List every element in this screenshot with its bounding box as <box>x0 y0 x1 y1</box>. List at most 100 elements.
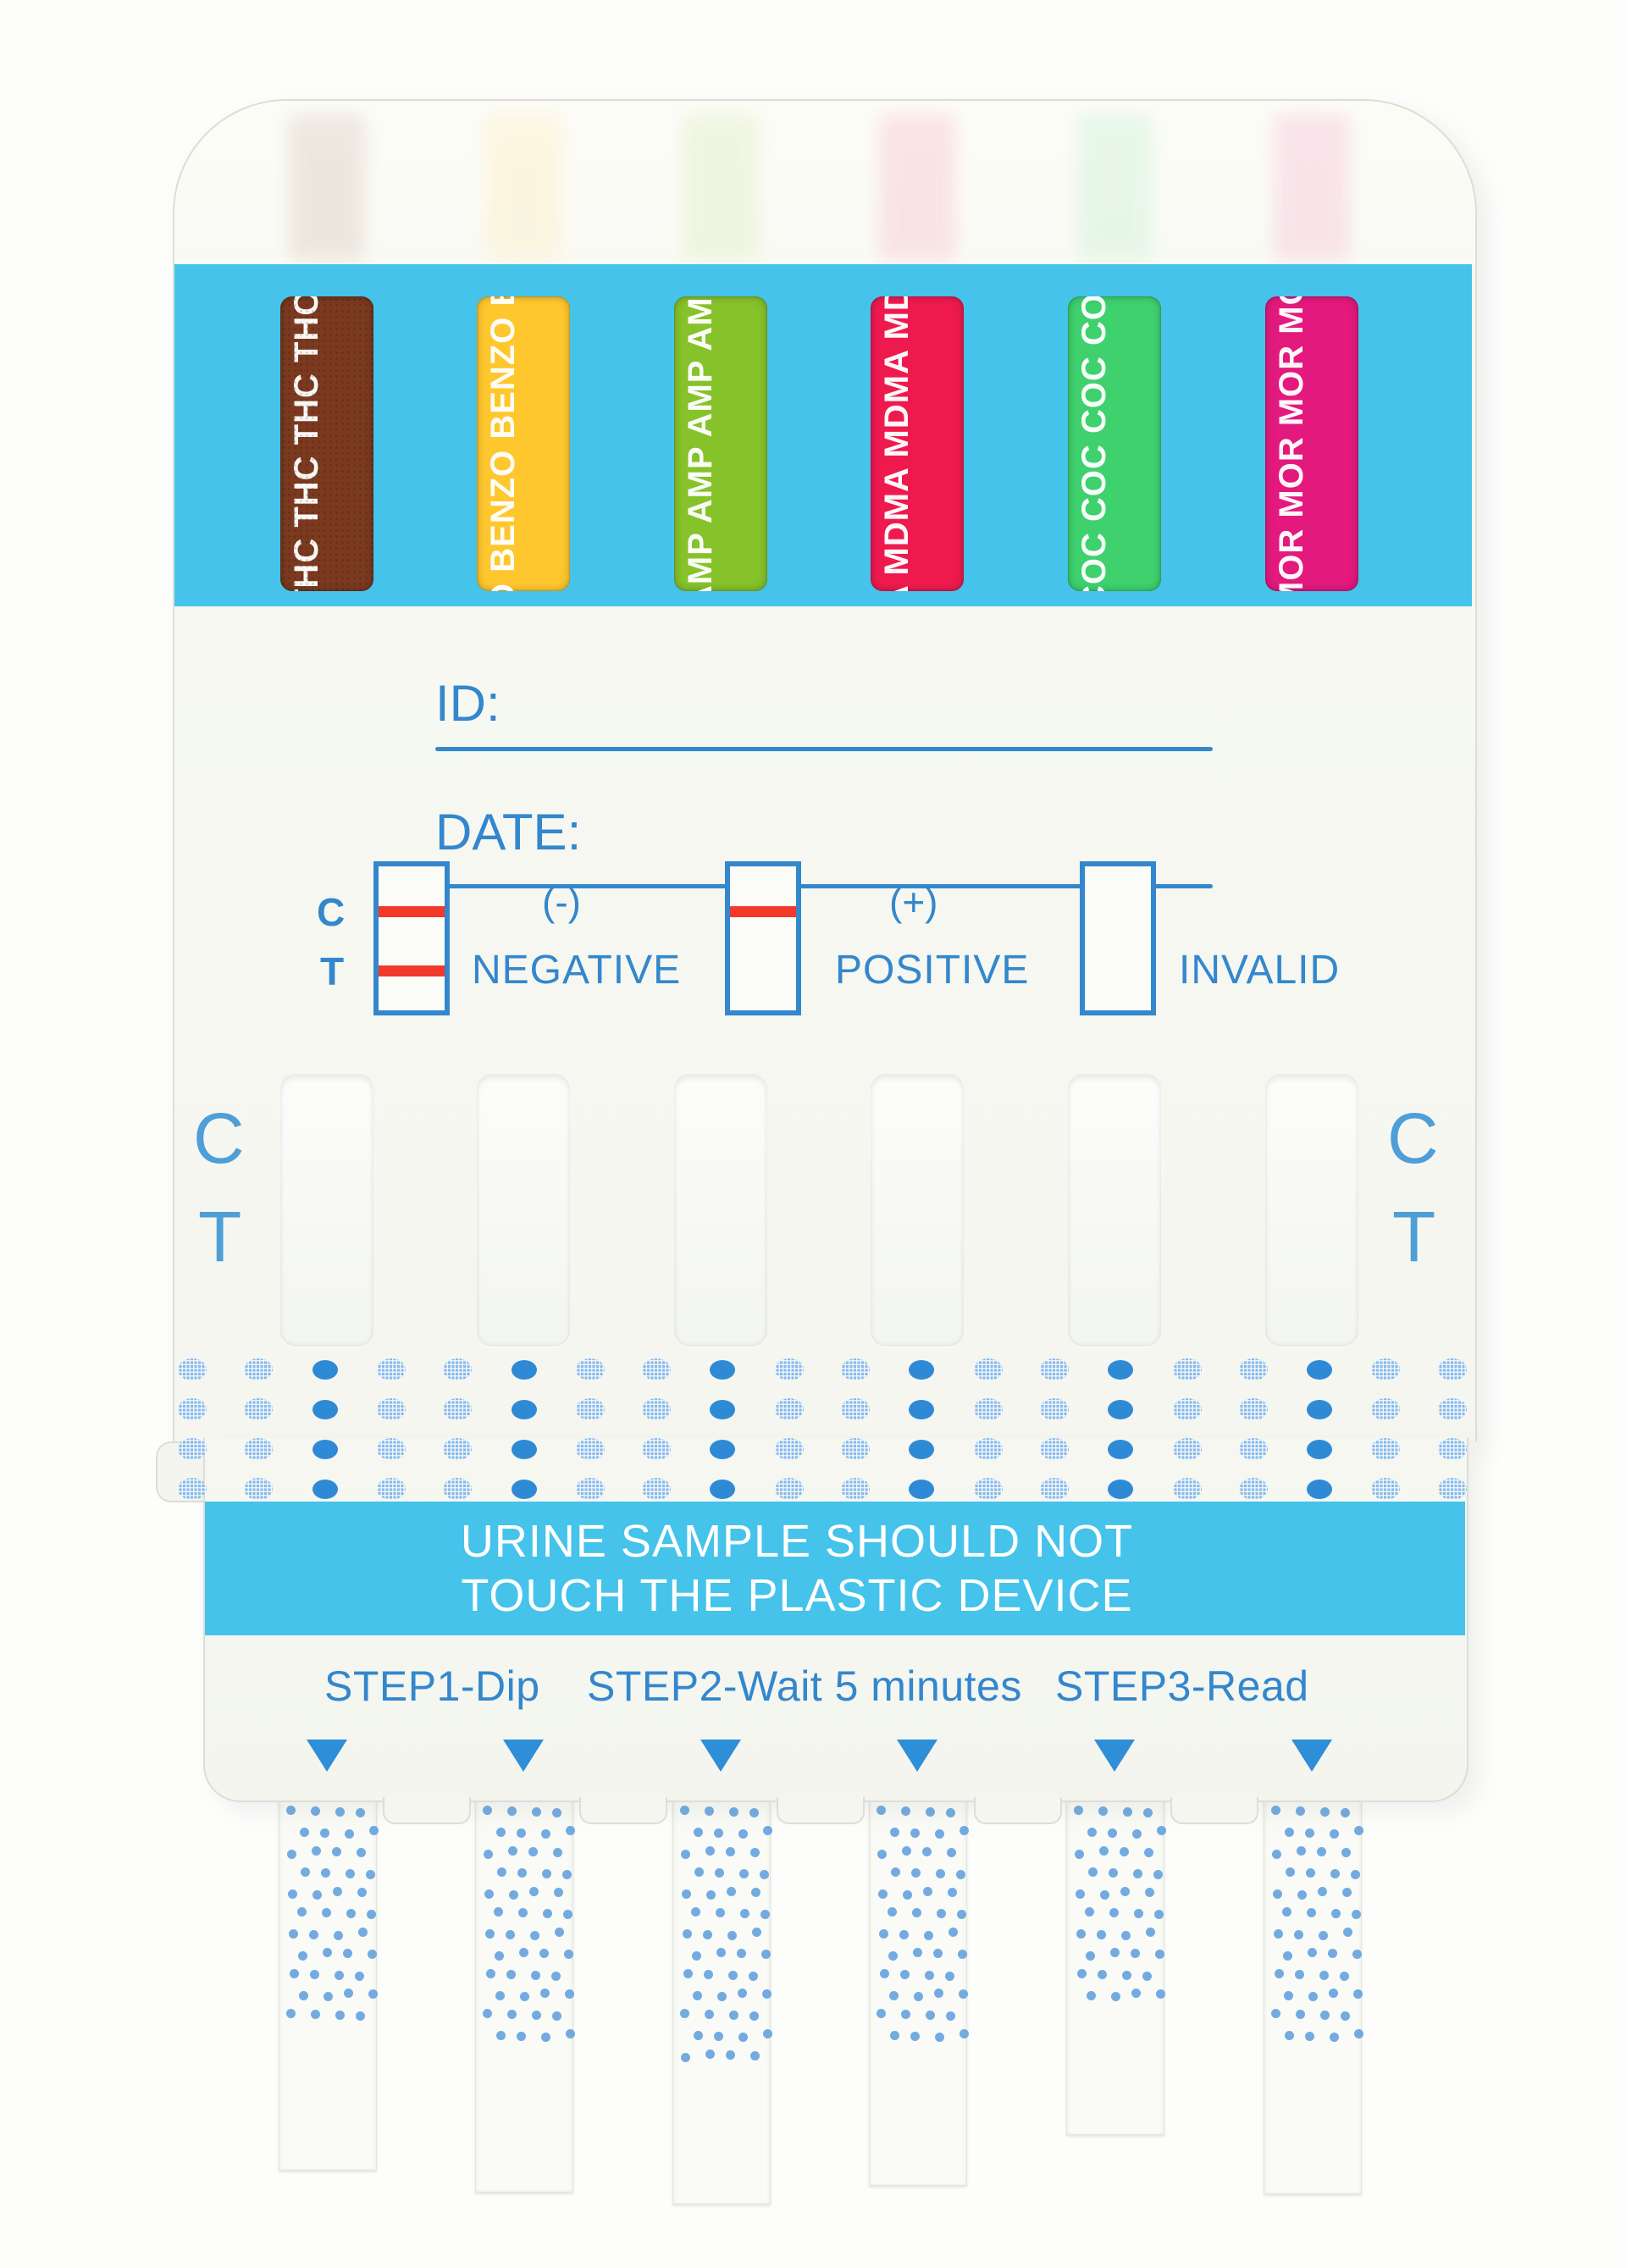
strip-dot <box>760 1870 769 1879</box>
strip-dot <box>1271 1806 1280 1815</box>
hatch-dot <box>575 1478 605 1500</box>
strip-dot <box>357 1888 367 1897</box>
hatch-dot <box>443 1438 473 1460</box>
hatch-dot <box>178 1478 207 1500</box>
strip-dot <box>553 1848 562 1857</box>
strip-dot <box>1074 1806 1083 1815</box>
strip-dot <box>761 1950 771 1959</box>
strip-dot <box>1306 1868 1315 1878</box>
strip-dot <box>937 1909 946 1918</box>
strip-dot <box>1100 1890 1109 1900</box>
strip-dot <box>1353 1989 1363 1999</box>
strip-dot <box>958 1950 967 1959</box>
strip-dot <box>959 1989 968 1999</box>
invalid-label: INVALID <box>1179 948 1341 993</box>
strip-dot <box>1275 1969 1284 1978</box>
solid-dot <box>710 1360 736 1380</box>
arrow-down-icon <box>1291 1740 1332 1772</box>
hatch-dot <box>841 1478 870 1500</box>
bottom-edge-tab <box>777 1797 865 1824</box>
strip-dot <box>506 1970 516 1979</box>
strip-dot <box>749 1808 759 1817</box>
legend-negative-c-line <box>379 906 445 917</box>
strip-dot <box>912 1908 921 1917</box>
strip-dot <box>320 1828 329 1838</box>
strip-dot <box>727 1931 737 1940</box>
strip-dot <box>528 1847 538 1856</box>
strip-dot <box>298 1951 307 1961</box>
strip-dot <box>1328 1949 1337 1958</box>
strip-show-through <box>683 114 759 260</box>
strip-dot <box>901 2010 910 2019</box>
strip-dot <box>749 1972 758 1981</box>
legend-negative-example <box>373 861 450 1015</box>
result-window-benzo <box>477 1074 570 1347</box>
hatch-dot <box>642 1358 672 1380</box>
strip-dot <box>749 2011 759 2021</box>
strip-dot <box>1319 1971 1329 1980</box>
strip-dot <box>910 1828 920 1838</box>
strip-dot <box>1142 1972 1152 1981</box>
panel-label-text: MOR MOR MOR MOR MOR MOR MOR MOR MOR MOR … <box>1269 296 1314 591</box>
strip-dot <box>1131 1989 1141 1998</box>
strip-dot <box>1331 1909 1341 1918</box>
panel-label-text: COC COC COC COC COC COC COC COC COC COC … <box>1072 296 1116 591</box>
strip-show-through <box>289 114 365 260</box>
strip-dot <box>681 2053 690 2062</box>
strip-dot <box>1297 1890 1307 1900</box>
strip-dot <box>760 1910 770 1919</box>
strip-dot <box>1329 1989 1338 1998</box>
strip-dot <box>552 1808 561 1817</box>
dipstick-strip-coc <box>1066 1795 1166 2135</box>
strip-dot <box>727 1887 736 1896</box>
strip-dot <box>532 1807 541 1817</box>
strip-dot <box>312 1846 321 1856</box>
strip-dot <box>1352 1950 1362 1959</box>
strip-dot <box>497 1867 506 1877</box>
strip-dot <box>880 1969 889 1978</box>
step1-instruction: STEP1-Dip <box>324 1662 540 1710</box>
strip-dot <box>494 1907 503 1917</box>
strip-dot <box>368 1950 377 1959</box>
strip-dot <box>552 2011 561 2021</box>
solid-dot <box>511 1480 537 1499</box>
strip-dot <box>286 2009 296 2018</box>
strip-dot <box>924 1931 933 1940</box>
strip-dot <box>369 1826 379 1835</box>
bottom-edge-tab <box>974 1797 1062 1824</box>
negative-symbol: (-) <box>542 880 581 924</box>
hatch-dot <box>1371 1438 1401 1460</box>
strip-dot <box>1131 1949 1140 1958</box>
strip-dot <box>484 1889 494 1899</box>
strip-dot <box>890 1828 899 1837</box>
strip-dot <box>1099 1846 1109 1856</box>
strip-dot <box>1108 1828 1117 1838</box>
strip-dot <box>508 1846 517 1856</box>
strip-dot <box>879 1929 888 1939</box>
top-label-band <box>174 264 1472 606</box>
strip-dot <box>714 2032 723 2041</box>
hatch-dot <box>1437 1398 1467 1420</box>
strip-dot <box>358 1928 368 1937</box>
strip-dot <box>914 1992 923 2001</box>
strip-dot <box>483 1806 492 1815</box>
strip-dot <box>1157 1826 1166 1835</box>
strip-dot <box>333 1887 342 1896</box>
strip-dot <box>926 2011 935 2020</box>
strip-dot <box>290 1969 299 1978</box>
warning-line-1: URINE SAMPLE SHOULD NOT <box>460 1516 1134 1567</box>
strip-dot <box>935 1829 944 1839</box>
strip-dot <box>1320 2011 1330 2020</box>
strip-dot <box>1342 1888 1352 1897</box>
strip-dot <box>321 1868 330 1878</box>
strip-dot <box>691 1907 700 1917</box>
solid-dot <box>511 1360 537 1380</box>
strip-dot <box>1273 1889 1282 1899</box>
solid-dot <box>1108 1360 1134 1380</box>
hatch-dot <box>1039 1398 1069 1420</box>
hatch-dot <box>1172 1438 1202 1460</box>
strip-dot <box>714 1828 723 1838</box>
solid-dot <box>909 1440 935 1459</box>
strip-dot <box>763 1826 772 1835</box>
strip-dot <box>1109 1868 1118 1878</box>
